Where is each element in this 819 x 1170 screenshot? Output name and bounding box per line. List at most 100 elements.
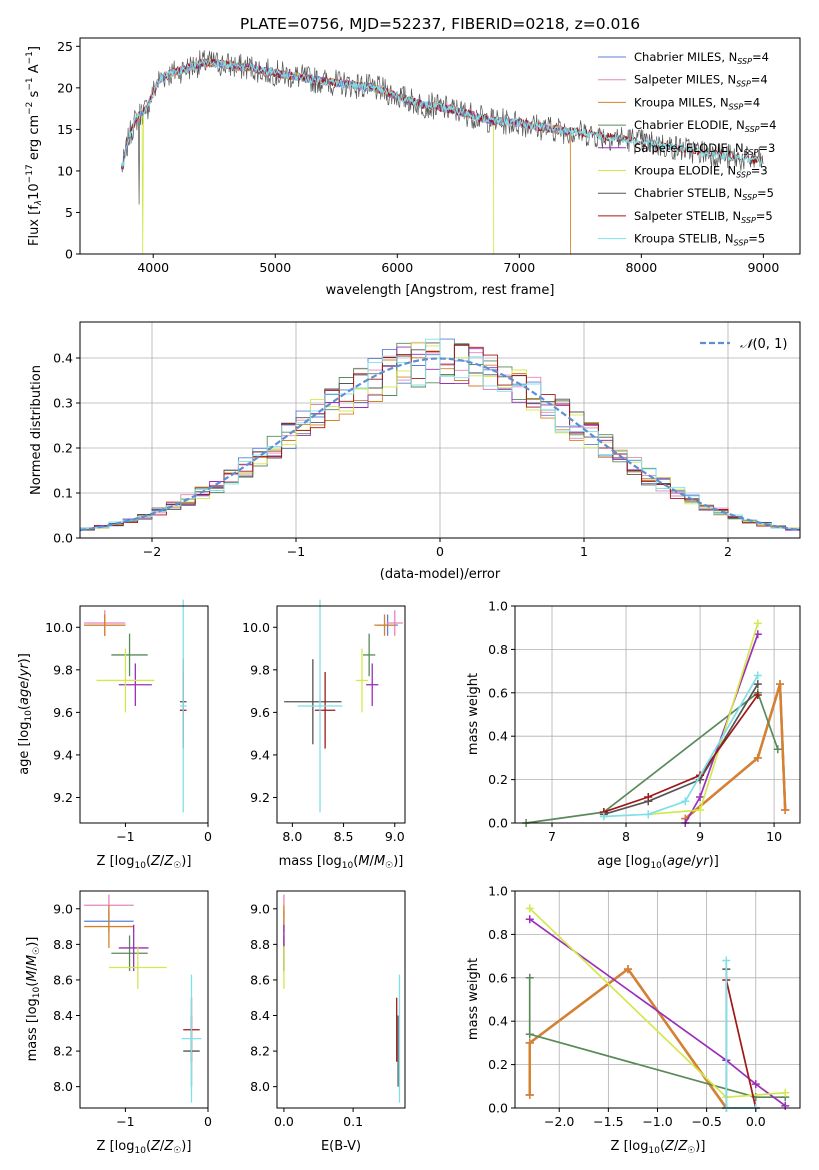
weight-line-kroupa-miles	[684, 682, 787, 820]
weight-marker-salpeter-elodie	[696, 792, 705, 801]
x-tick-label: 9	[696, 829, 704, 844]
weight-line-chabrier-stelib	[603, 683, 759, 816]
weight-metallicity-lines	[525, 904, 790, 1112]
y-tick-label: 9.6	[53, 705, 73, 720]
age-mass-y-ticks: 9.2 9.4 9.6 9.8 10.0	[242, 620, 277, 805]
x-tick-label: 0.1	[343, 1114, 363, 1129]
y-tick-label: 0.2	[53, 441, 73, 456]
y-tick-label: 0.4	[53, 351, 73, 366]
weight-marker-kroupa-miles	[753, 753, 762, 762]
mass-vs-extinction-panel: 0.0 0.1 8.0 8.2 8.4 8.6 8.8 9.0 E(B-V)	[250, 890, 406, 1154]
spectrum-x-label: wavelength [Angstrom, rest frame]	[326, 283, 555, 298]
x-tick-label: −0.5	[691, 1114, 721, 1129]
y-tick-label: 9.0	[53, 901, 73, 916]
y-tick-label: 0.8	[488, 927, 508, 942]
histogram-y-ticks: 0.0 0.1 0.2 0.3 0.4	[53, 351, 80, 546]
x-tick-label: 8.5	[334, 829, 354, 844]
y-tick-label: 1.0	[488, 884, 508, 899]
normal-curve	[79, 357, 801, 532]
weight-marker-kroupa-miles	[781, 805, 790, 814]
x-tick-label: −2.0	[544, 1114, 574, 1129]
weight-metallicity-grid	[515, 890, 800, 1109]
y-tick-label: 0.0	[488, 1101, 508, 1116]
x-tick-label: 5000	[259, 260, 291, 275]
y-tick-label: 0.0	[53, 531, 73, 546]
y-tick-label: 25	[57, 39, 73, 54]
y-tick-label: 10.0	[45, 620, 73, 635]
x-tick-label: 4000	[137, 260, 169, 275]
x-tick-label: 7000	[503, 260, 535, 275]
y-tick-label: 0.2	[488, 1057, 508, 1072]
x-tick-label: −1.0	[642, 1114, 672, 1129]
x-tick-label: 6000	[381, 260, 413, 275]
y-tick-label: 0.4	[488, 1014, 508, 1029]
weight-age-y-label: mass weight	[466, 673, 481, 755]
y-tick-label: 9.8	[250, 662, 270, 677]
weight-metallicity-y-label: mass weight	[466, 958, 481, 1040]
age-vs-mass-panel: 8.0 8.5 9.0 9.2 9.4 9.6 9.8 10.0 mass [log10(M…	[242, 599, 406, 871]
weight-marker-kroupa-miles	[525, 1038, 534, 1047]
spectrum-line-kroupa-elodie	[121, 58, 495, 255]
mass-extinction-x-ticks: 0.0 0.1	[274, 1108, 363, 1129]
y-tick-label: 8.4	[53, 1008, 73, 1023]
age-metallicity-y-label: age [log10(age/yr)]	[17, 653, 34, 775]
spectrum-line-chabrier-stelib	[121, 49, 764, 205]
weight-marker-salpeter-elodie	[751, 1080, 760, 1089]
mass-weight-vs-metallicity-panel: −2.0 −1.5 −1.0 −0.5 0.0 0.0 0.2 0.4 0.6 0.8 1.0 Z…	[466, 884, 801, 1156]
weight-marker-chabrier-elodie	[525, 973, 534, 982]
mass-extinction-frame	[276, 890, 406, 1109]
y-tick-label: 9.4	[250, 747, 270, 762]
mass-metallicity-frame	[79, 890, 209, 1109]
weight-line-chabrier-elodie	[525, 691, 779, 824]
weight-line-salpeter-elodie	[684, 633, 759, 824]
y-tick-label: 8.0	[53, 1079, 73, 1094]
y-tick-label: 0	[65, 247, 73, 262]
legend-entry-kroupa-stelib: Kroupa STELIB, NSSP=5	[634, 232, 765, 248]
age-vs-metallicity-panel: −1 0 9.2 9.4 9.6 9.8 10.0 Z [log10(Z/Z☉)] age…	[17, 599, 212, 871]
x-tick-label: 2	[724, 544, 732, 559]
y-tick-label: 8.8	[53, 937, 73, 952]
histogram-legend: 𝒩(0, 1)	[700, 337, 787, 352]
y-tick-label: 0.4	[488, 729, 508, 744]
y-tick-label: 9.6	[250, 705, 270, 720]
y-tick-label: 5	[65, 205, 73, 220]
x-tick-label: −1.5	[593, 1114, 623, 1129]
spectrum-y-ticks: 0 5 10 15 20 25	[57, 39, 80, 262]
svg-text:Flux [fλ10−17 erg cm−2 s−1 A−1: Flux [fλ10−17 erg cm−2 s−1 A−1]	[25, 46, 44, 246]
x-tick-label: −2	[143, 544, 161, 559]
x-tick-label: 10	[766, 829, 782, 844]
y-tick-label: 9.2	[250, 790, 270, 805]
y-tick-label: 10.0	[242, 620, 270, 635]
weight-marker-kroupa-elodie	[781, 1088, 790, 1097]
spectrum-x-ticks: 4000 5000 6000 7000 8000 9000	[137, 254, 779, 275]
legend-entry-salpeter-stelib: Salpeter STELIB, NSSP=5	[634, 209, 773, 225]
legend-entry-chabrier-miles: Chabrier MILES, NSSP=4	[634, 50, 769, 66]
mass-metallicity-errorbars	[84, 894, 202, 1103]
weight-marker-chabrier-elodie	[525, 1030, 534, 1039]
y-tick-label: 15	[57, 122, 73, 137]
figure-title: PLATE=0756, MJD=52237, FIBERID=0218, z=0…	[240, 15, 640, 33]
weight-metallicity-x-ticks: −2.0 −1.5 −1.0 −0.5 0.0	[544, 1108, 766, 1129]
weight-marker-kroupa-stelib	[681, 797, 690, 806]
x-tick-label: 8.0	[282, 829, 302, 844]
x-tick-label: 0.0	[746, 1114, 766, 1129]
y-tick-label: 8.8	[250, 937, 270, 952]
age-metallicity-errorbars	[84, 599, 187, 813]
mass-metallicity-x-ticks: −1 0	[116, 1108, 212, 1129]
weight-age-x-ticks: 7 8 9 10	[548, 823, 782, 844]
spectrum-line-kroupa-stelib	[121, 59, 764, 167]
weight-line-salpeter-elodie	[529, 918, 786, 1107]
y-tick-label: 9.2	[53, 790, 73, 805]
mass-metallicity-x-label: Z [log10(Z/Z☉)]	[97, 1139, 192, 1156]
weight-metallicity-x-label: Z [log10(Z/Z☉)]	[611, 1139, 706, 1156]
y-tick-label: 20	[57, 80, 73, 95]
spectrum-line-salpeter-stelib	[121, 58, 764, 170]
weight-marker-kroupa-stelib	[722, 956, 731, 965]
legend-entry-chabrier-elodie: Chabrier ELODIE, NSSP=4	[634, 118, 776, 134]
legend-entry-kroupa-miles: Kroupa MILES, NSSP=4	[634, 95, 760, 111]
weight-marker-kroupa-stelib	[753, 671, 762, 680]
histogram-x-label: (data-model)/error	[380, 567, 501, 582]
y-tick-label: 8.2	[250, 1044, 270, 1059]
mass-metallicity-y-ticks: 8.0 8.2 8.4 8.6 8.8 9.0	[53, 901, 80, 1094]
